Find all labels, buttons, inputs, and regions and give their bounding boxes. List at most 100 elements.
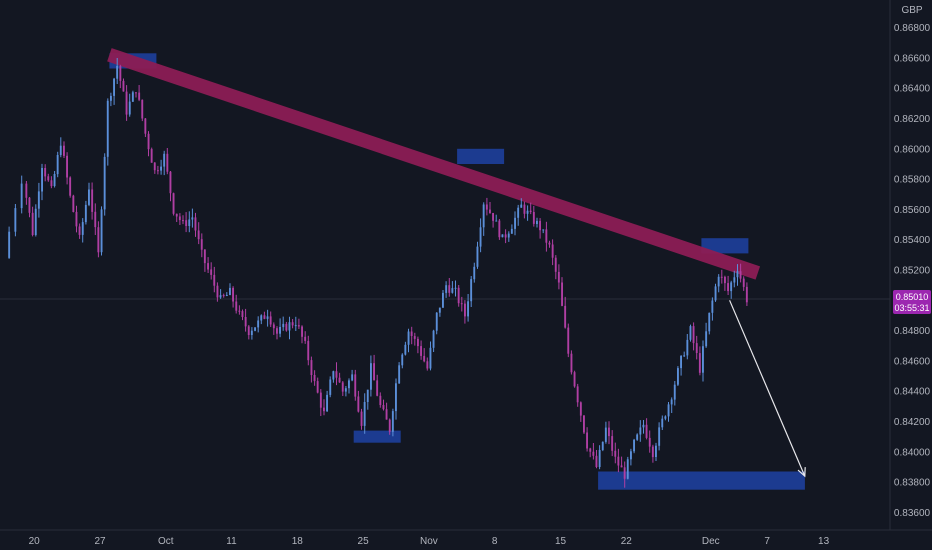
candle-body-down bbox=[586, 432, 588, 449]
candle-body-up bbox=[282, 323, 285, 328]
zone-rect[interactable] bbox=[457, 148, 505, 164]
candle-body-down bbox=[504, 234, 507, 238]
time-tick-label: 27 bbox=[94, 536, 106, 547]
candle-body-up bbox=[116, 65, 119, 79]
candle-body-down bbox=[576, 386, 579, 403]
zone-rect[interactable] bbox=[701, 238, 749, 254]
candle-body-down bbox=[222, 295, 225, 297]
candle-body-down bbox=[614, 450, 617, 457]
candle-body-down bbox=[75, 211, 78, 227]
candle-body-down bbox=[413, 336, 416, 339]
candle-body-up bbox=[100, 209, 103, 253]
candle-body-up bbox=[677, 368, 679, 385]
candle-body-up bbox=[733, 277, 736, 283]
candle-body-up bbox=[219, 295, 222, 298]
candle-body-down bbox=[448, 285, 451, 293]
candle-body-up bbox=[604, 427, 607, 442]
candle-body-down bbox=[244, 317, 247, 327]
projection-arrow-shaft[interactable] bbox=[729, 300, 806, 477]
candle-body-down bbox=[695, 343, 698, 353]
candle-body-up bbox=[714, 286, 717, 301]
candle-body-down bbox=[182, 220, 184, 222]
candle-body-down bbox=[457, 287, 460, 304]
time-tick-label: Nov bbox=[420, 536, 438, 547]
zone-rect[interactable] bbox=[353, 430, 401, 443]
candle-body-up bbox=[514, 217, 516, 229]
candle-body-up bbox=[542, 229, 545, 231]
candle-body-down bbox=[94, 211, 97, 228]
candle-body-down bbox=[125, 91, 128, 115]
candle-body-down bbox=[232, 287, 234, 302]
candle-body-up bbox=[404, 344, 407, 355]
last-price-value: 0.85010 bbox=[896, 292, 929, 302]
candle-body-up bbox=[670, 399, 673, 405]
trendline-layer[interactable] bbox=[107, 48, 761, 280]
candle-body-down bbox=[72, 195, 75, 212]
candle-body-down bbox=[489, 209, 491, 213]
candle-body-up bbox=[470, 279, 473, 302]
candle-body-down bbox=[276, 328, 278, 334]
last-price-tag: 0.85010 03:55:31 bbox=[893, 290, 931, 314]
candle-body-up bbox=[438, 307, 441, 313]
candle-body-down bbox=[285, 323, 288, 331]
candle-body-up bbox=[160, 166, 162, 171]
candle-body-down bbox=[316, 381, 319, 393]
candle-body-up bbox=[655, 445, 657, 457]
time-tick-label: 15 bbox=[555, 536, 567, 547]
price-tick-label: 0.84000 bbox=[894, 447, 931, 458]
candle-body-down bbox=[561, 282, 563, 306]
candle-body-up bbox=[294, 325, 297, 327]
candle-body-down bbox=[335, 371, 338, 378]
candle-body-down bbox=[557, 271, 560, 283]
candle-body-down bbox=[172, 193, 175, 214]
candle-body-down bbox=[291, 322, 294, 326]
candle-body-down bbox=[617, 456, 620, 466]
candle-body-up bbox=[642, 424, 645, 428]
candle-body-down bbox=[651, 446, 654, 458]
candle-body-down bbox=[385, 409, 388, 420]
candle-body-down bbox=[263, 315, 266, 319]
price-tick-label: 0.84400 bbox=[894, 387, 931, 398]
candle-body-up bbox=[636, 434, 639, 440]
price-tick-label: 0.86800 bbox=[894, 23, 931, 34]
candle-body-down bbox=[31, 212, 34, 235]
candle-body-up bbox=[37, 191, 40, 209]
candle-body-down bbox=[157, 170, 159, 172]
candle-body-up bbox=[59, 145, 62, 155]
candle-body-down bbox=[742, 278, 745, 287]
candle-body-up bbox=[717, 276, 720, 287]
candle-body-up bbox=[8, 231, 11, 258]
candle-body-down bbox=[297, 325, 300, 327]
candle-body-up bbox=[730, 282, 733, 292]
candle-body-up bbox=[633, 439, 635, 452]
candle-body-up bbox=[88, 189, 90, 205]
projection-arrow-layer[interactable] bbox=[729, 300, 806, 478]
candle-body-up bbox=[391, 411, 394, 432]
candle-body-down bbox=[78, 226, 81, 235]
candle-body-down bbox=[141, 99, 144, 119]
candle-body-down bbox=[739, 271, 742, 279]
candle-body-down bbox=[354, 374, 357, 397]
zone-rect[interactable] bbox=[598, 471, 805, 490]
price-tick-label: 0.85600 bbox=[894, 205, 931, 216]
price-tick-label: 0.84600 bbox=[894, 356, 931, 367]
candle-body-down bbox=[589, 448, 592, 452]
candle-body-down bbox=[608, 427, 610, 437]
candle-body-up bbox=[598, 450, 601, 467]
candle-body-up bbox=[279, 327, 281, 334]
candle-body-down bbox=[169, 171, 172, 194]
candle-body-down bbox=[745, 286, 748, 303]
candlesticks bbox=[8, 58, 748, 488]
projection-arrow-head[interactable] bbox=[797, 467, 806, 478]
candle-body-up bbox=[254, 327, 256, 331]
time-axis[interactable]: 20 27 Oct 11 18 25 Nov 8 15 22 Dec 7 13 bbox=[29, 536, 830, 547]
time-tick-label: 18 bbox=[292, 536, 304, 547]
trendline[interactable] bbox=[107, 48, 761, 280]
candle-body-down bbox=[50, 180, 53, 187]
candle-body-up bbox=[667, 404, 670, 417]
time-tick-label: 7 bbox=[764, 536, 770, 547]
candle-body-down bbox=[720, 276, 723, 278]
candle-body-up bbox=[479, 227, 482, 247]
candle-body-up bbox=[288, 322, 291, 331]
